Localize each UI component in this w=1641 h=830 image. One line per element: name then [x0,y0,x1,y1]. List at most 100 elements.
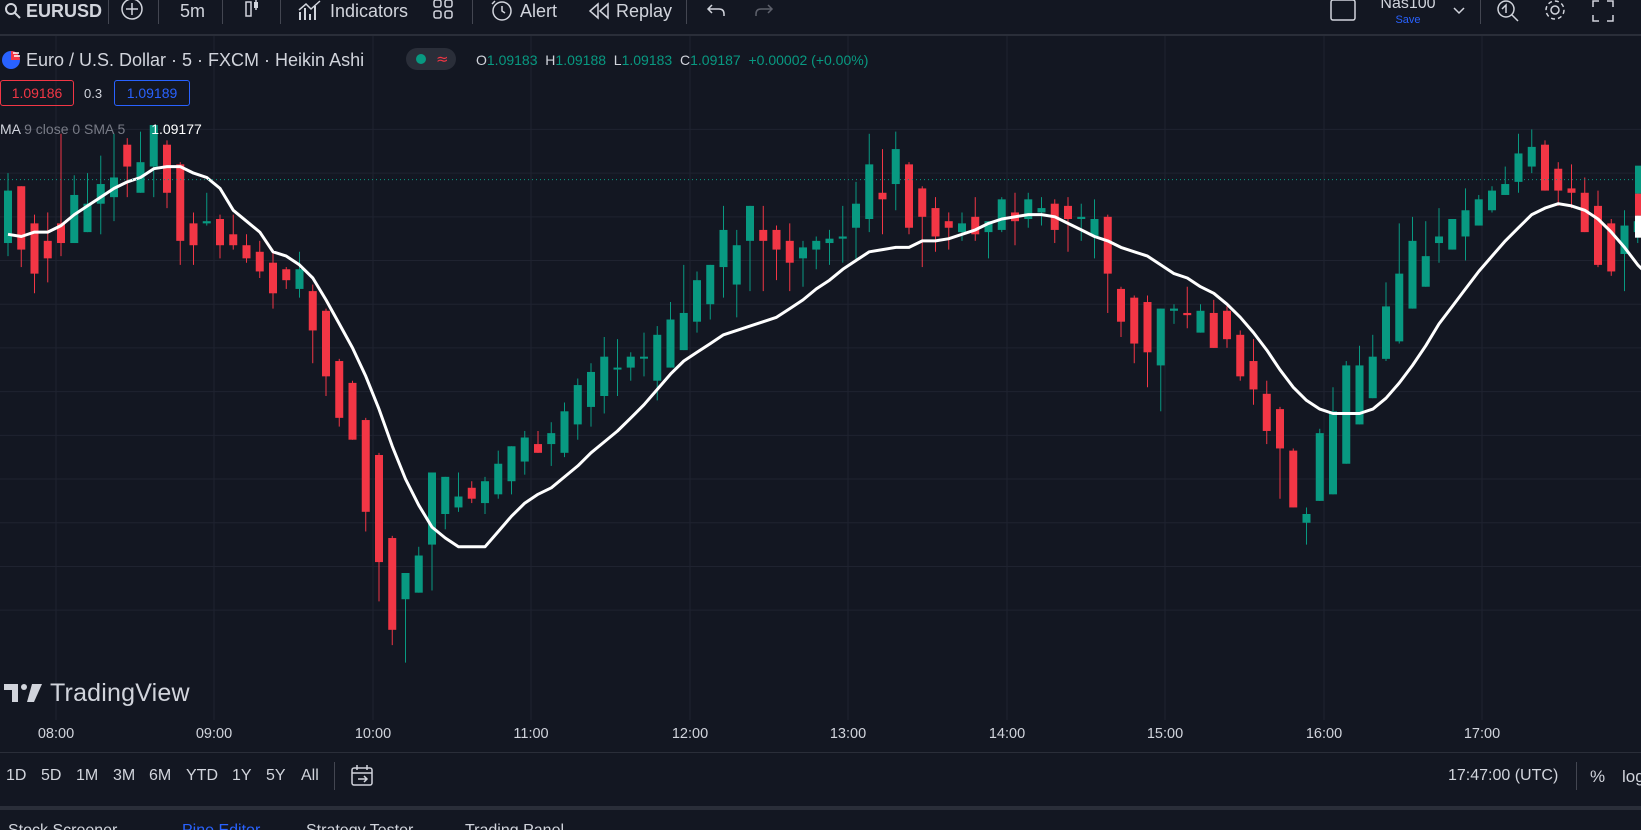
tradingview-logo[interactable]: TradingView [4,676,190,710]
candle-body [1488,190,1496,211]
range-button-1y[interactable]: 1Y [232,767,252,784]
candle-body [799,247,807,259]
time-axis-label: 09:00 [195,726,233,742]
timezone-clock[interactable]: 17:47:00 (UTC) [1448,767,1559,784]
quick-search-button[interactable] [1496,0,1520,22]
candle-body [1302,514,1311,523]
candle-body [322,310,330,377]
range-button-3m[interactable]: 3M [113,767,136,784]
toolbar-divider [108,0,109,24]
symbol-label: EURUSD [26,0,103,21]
ma-legend[interactable]: MA 9 close 0 SMA 5 1.09177 [0,121,202,137]
replay-label: Replay [616,0,673,21]
candle-body [759,229,768,241]
bottom-tab[interactable]: Trading Panel [465,822,564,830]
ma-name: MA [0,121,21,137]
candle-body [785,240,794,263]
candle-body [467,487,476,499]
candle-body [1580,192,1589,233]
interval-label: 5m [180,0,206,21]
candle-body [613,367,622,370]
range-button-6m[interactable]: 6M [149,767,172,784]
bottom-tab[interactable]: Strategy Tester [306,822,413,830]
toolbar-divider [686,0,687,24]
replay-button[interactable]: Replay [588,0,672,22]
price-chart[interactable] [0,36,1641,746]
redo-button[interactable] [754,0,774,22]
candle-body [163,144,171,193]
candle-body [83,203,92,233]
settings-button[interactable] [1543,0,1567,22]
candle-body [401,573,410,600]
buy-price-button[interactable]: 1.09189 [114,80,190,106]
candle-body [375,455,383,563]
candle-body [1567,188,1576,193]
indicators-button[interactable]: Indicators [298,0,408,22]
range-button-1d[interactable]: 1D [6,767,27,784]
interval-button[interactable]: 5m [180,0,205,22]
bottom-tab[interactable]: Stock Screener [8,822,117,830]
candle-body [295,269,304,289]
candle-body [1090,219,1099,237]
range-button-5d[interactable]: 5D [41,767,62,784]
time-axis[interactable]: 08:00 09:00 10:00 11:00 12:00 13:00 14:00 15:00… [0,726,1641,746]
market-status-pill[interactable]: ≈ [406,48,456,70]
time-axis-label: 16:00 [1305,726,1343,742]
chart-type-button[interactable] [244,0,262,22]
candle-body [1315,433,1324,501]
candle-body [997,199,1006,230]
ask-value: 1.09189 [126,85,178,101]
candle-body [891,149,900,185]
candle-body [123,144,132,167]
tradingview-logo-icon [4,684,42,702]
sell-price-button[interactable]: 1.09186 [0,80,74,106]
alert-label: Alert [520,0,558,21]
layouts-button[interactable] [432,0,454,22]
undo-button[interactable] [706,0,726,22]
layout-name-button[interactable]: Nas100 Save [1368,0,1448,29]
candle-body [1143,302,1152,353]
candle-body [1223,310,1231,340]
range-button-1m[interactable]: 1M [76,767,99,784]
undo-icon [706,4,725,16]
candle-body [335,361,344,418]
time-axis-label: 13:00 [829,726,867,742]
candle-body [626,356,635,368]
layout-menu-button[interactable] [1452,0,1466,22]
candle-body [838,236,847,239]
candle-body [1408,240,1417,309]
log-scale-toggle[interactable]: log [1622,767,1641,786]
compare-button[interactable] [120,0,144,22]
candle-body [1435,236,1443,244]
candle-body [494,463,503,495]
fullscreen-button[interactable] [1592,0,1614,22]
price-line-layer [0,165,1641,238]
time-axis-label: 08:00 [37,726,75,742]
candle-body [1514,153,1523,182]
candle-body [17,186,26,250]
candle-body [746,205,754,241]
candle-body [1461,210,1470,237]
rewind-icon [588,2,609,20]
bottom-tab[interactable]: Pine Editor [182,822,260,830]
candle-body [1196,310,1205,333]
chart-legend-title[interactable]: Euro / U.S. Dollar · 5 · FXCM · Heikin A… [0,48,364,72]
percent-scale-toggle[interactable]: % [1590,767,1606,786]
chart-grid [0,36,1641,720]
price-tag-ma [1635,215,1641,238]
range-button-5y[interactable]: 5Y [266,767,286,784]
price-tag-bid [1635,193,1641,216]
candle-body [282,269,291,281]
go-to-date-button[interactable] [350,764,376,793]
symbol-search-button[interactable]: EURUSD [4,0,102,22]
candles [4,125,1641,663]
candle-body [600,356,609,396]
candle-body [414,555,423,593]
range-button-ytd[interactable]: YTD [186,767,218,784]
candle-body [653,334,662,381]
alert-button[interactable]: Alert [490,0,557,22]
candle-body [679,312,688,351]
range-button-all[interactable]: All [301,767,319,784]
candle-body [1554,168,1563,191]
layout-toggle-button[interactable] [1330,0,1356,22]
